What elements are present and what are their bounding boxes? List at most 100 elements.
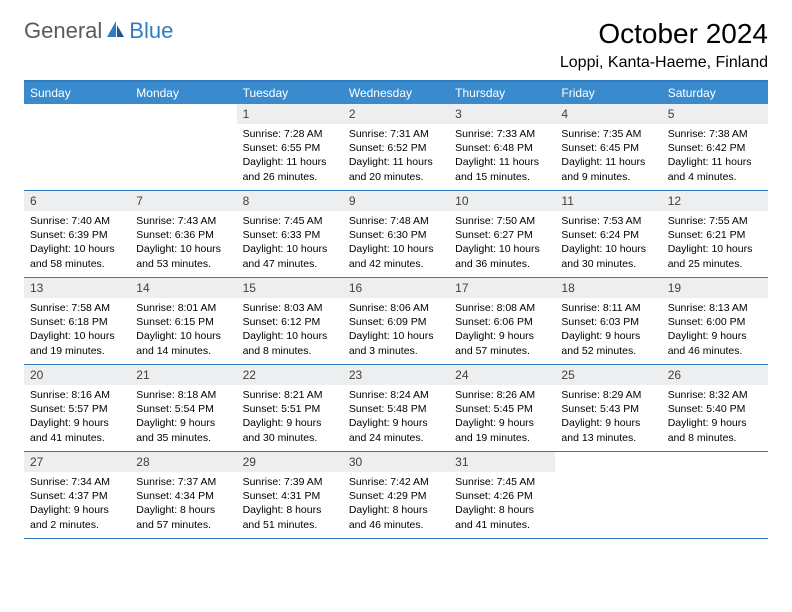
sunrise-text: Sunrise: 7:28 AM	[243, 127, 337, 141]
sunset-text: Sunset: 6:30 PM	[349, 228, 443, 242]
month-title: October 2024	[560, 18, 768, 50]
day-content: Sunrise: 7:50 AMSunset: 6:27 PMDaylight:…	[449, 211, 555, 276]
sunrise-text: Sunrise: 8:16 AM	[30, 388, 124, 402]
day-cell: 16Sunrise: 8:06 AMSunset: 6:09 PMDayligh…	[343, 278, 449, 364]
day-cell: 12Sunrise: 7:55 AMSunset: 6:21 PMDayligh…	[662, 191, 768, 277]
weekday-mon: Monday	[130, 82, 236, 104]
day-cell: 15Sunrise: 8:03 AMSunset: 6:12 PMDayligh…	[237, 278, 343, 364]
daylight-text: Daylight: 11 hours and 9 minutes.	[561, 155, 655, 183]
sunrise-text: Sunrise: 8:26 AM	[455, 388, 549, 402]
day-number: 31	[449, 452, 555, 472]
day-cell	[555, 452, 661, 538]
day-content: Sunrise: 7:34 AMSunset: 4:37 PMDaylight:…	[24, 472, 130, 537]
sunset-text: Sunset: 5:57 PM	[30, 402, 124, 416]
sunrise-text: Sunrise: 7:39 AM	[243, 475, 337, 489]
day-number: 15	[237, 278, 343, 298]
sunset-text: Sunset: 5:43 PM	[561, 402, 655, 416]
logo-text-general: General	[24, 18, 102, 44]
day-cell: 4Sunrise: 7:35 AMSunset: 6:45 PMDaylight…	[555, 104, 661, 190]
sunrise-text: Sunrise: 8:06 AM	[349, 301, 443, 315]
sunrise-text: Sunrise: 7:50 AM	[455, 214, 549, 228]
sunset-text: Sunset: 6:45 PM	[561, 141, 655, 155]
sunrise-text: Sunrise: 8:24 AM	[349, 388, 443, 402]
day-number: 6	[24, 191, 130, 211]
daylight-text: Daylight: 10 hours and 19 minutes.	[30, 329, 124, 357]
sunrise-text: Sunrise: 8:21 AM	[243, 388, 337, 402]
sunrise-text: Sunrise: 7:43 AM	[136, 214, 230, 228]
sunset-text: Sunset: 5:40 PM	[668, 402, 762, 416]
day-number: 12	[662, 191, 768, 211]
day-number: 1	[237, 104, 343, 124]
day-number: 28	[130, 452, 236, 472]
sunrise-text: Sunrise: 7:45 AM	[455, 475, 549, 489]
daylight-text: Daylight: 11 hours and 4 minutes.	[668, 155, 762, 183]
day-number: 20	[24, 365, 130, 385]
week-row: 6Sunrise: 7:40 AMSunset: 6:39 PMDaylight…	[24, 191, 768, 278]
weekday-thu: Thursday	[449, 82, 555, 104]
title-block: October 2024 Loppi, Kanta-Haeme, Finland	[560, 18, 768, 72]
day-number: 30	[343, 452, 449, 472]
sunrise-text: Sunrise: 7:53 AM	[561, 214, 655, 228]
daylight-text: Daylight: 10 hours and 8 minutes.	[243, 329, 337, 357]
day-content: Sunrise: 8:03 AMSunset: 6:12 PMDaylight:…	[237, 298, 343, 363]
day-content: Sunrise: 7:28 AMSunset: 6:55 PMDaylight:…	[237, 124, 343, 189]
sunrise-text: Sunrise: 7:40 AM	[30, 214, 124, 228]
sunrise-text: Sunrise: 7:45 AM	[243, 214, 337, 228]
day-cell: 20Sunrise: 8:16 AMSunset: 5:57 PMDayligh…	[24, 365, 130, 451]
day-number: 17	[449, 278, 555, 298]
logo: General Blue	[24, 18, 173, 44]
sunrise-text: Sunrise: 8:32 AM	[668, 388, 762, 402]
day-content: Sunrise: 7:48 AMSunset: 6:30 PMDaylight:…	[343, 211, 449, 276]
day-cell: 13Sunrise: 7:58 AMSunset: 6:18 PMDayligh…	[24, 278, 130, 364]
day-content: Sunrise: 7:58 AMSunset: 6:18 PMDaylight:…	[24, 298, 130, 363]
day-number: 27	[24, 452, 130, 472]
day-number: 3	[449, 104, 555, 124]
sunset-text: Sunset: 4:31 PM	[243, 489, 337, 503]
daylight-text: Daylight: 10 hours and 25 minutes.	[668, 242, 762, 270]
sunset-text: Sunset: 6:09 PM	[349, 315, 443, 329]
daylight-text: Daylight: 10 hours and 36 minutes.	[455, 242, 549, 270]
logo-text-blue: Blue	[129, 18, 173, 44]
day-number: 25	[555, 365, 661, 385]
day-content: Sunrise: 8:16 AMSunset: 5:57 PMDaylight:…	[24, 385, 130, 450]
sunset-text: Sunset: 6:52 PM	[349, 141, 443, 155]
weekday-sun: Sunday	[24, 82, 130, 104]
sunrise-text: Sunrise: 8:03 AM	[243, 301, 337, 315]
sunset-text: Sunset: 6:00 PM	[668, 315, 762, 329]
day-content: Sunrise: 8:01 AMSunset: 6:15 PMDaylight:…	[130, 298, 236, 363]
daylight-text: Daylight: 10 hours and 47 minutes.	[243, 242, 337, 270]
day-cell: 26Sunrise: 8:32 AMSunset: 5:40 PMDayligh…	[662, 365, 768, 451]
week-row: 1Sunrise: 7:28 AMSunset: 6:55 PMDaylight…	[24, 104, 768, 191]
day-number: 21	[130, 365, 236, 385]
sunset-text: Sunset: 5:51 PM	[243, 402, 337, 416]
calendar: Sunday Monday Tuesday Wednesday Thursday…	[24, 80, 768, 539]
day-content: Sunrise: 8:06 AMSunset: 6:09 PMDaylight:…	[343, 298, 449, 363]
weekday-tue: Tuesday	[237, 82, 343, 104]
weekday-wed: Wednesday	[343, 82, 449, 104]
day-number: 4	[555, 104, 661, 124]
daylight-text: Daylight: 9 hours and 52 minutes.	[561, 329, 655, 357]
daylight-text: Daylight: 10 hours and 58 minutes.	[30, 242, 124, 270]
day-cell: 9Sunrise: 7:48 AMSunset: 6:30 PMDaylight…	[343, 191, 449, 277]
daylight-text: Daylight: 9 hours and 41 minutes.	[30, 416, 124, 444]
sunrise-text: Sunrise: 8:13 AM	[668, 301, 762, 315]
day-cell: 24Sunrise: 8:26 AMSunset: 5:45 PMDayligh…	[449, 365, 555, 451]
daylight-text: Daylight: 10 hours and 53 minutes.	[136, 242, 230, 270]
day-cell: 7Sunrise: 7:43 AMSunset: 6:36 PMDaylight…	[130, 191, 236, 277]
sunrise-text: Sunrise: 7:31 AM	[349, 127, 443, 141]
day-cell: 1Sunrise: 7:28 AMSunset: 6:55 PMDaylight…	[237, 104, 343, 190]
weeks-container: 1Sunrise: 7:28 AMSunset: 6:55 PMDaylight…	[24, 104, 768, 539]
sunrise-text: Sunrise: 8:01 AM	[136, 301, 230, 315]
sunset-text: Sunset: 6:06 PM	[455, 315, 549, 329]
sunset-text: Sunset: 6:48 PM	[455, 141, 549, 155]
sunset-text: Sunset: 6:33 PM	[243, 228, 337, 242]
sunset-text: Sunset: 6:18 PM	[30, 315, 124, 329]
day-number: 10	[449, 191, 555, 211]
day-number: 11	[555, 191, 661, 211]
daylight-text: Daylight: 9 hours and 19 minutes.	[455, 416, 549, 444]
day-cell: 25Sunrise: 8:29 AMSunset: 5:43 PMDayligh…	[555, 365, 661, 451]
day-content: Sunrise: 7:45 AMSunset: 4:26 PMDaylight:…	[449, 472, 555, 537]
week-row: 13Sunrise: 7:58 AMSunset: 6:18 PMDayligh…	[24, 278, 768, 365]
day-cell: 3Sunrise: 7:33 AMSunset: 6:48 PMDaylight…	[449, 104, 555, 190]
sunset-text: Sunset: 6:15 PM	[136, 315, 230, 329]
